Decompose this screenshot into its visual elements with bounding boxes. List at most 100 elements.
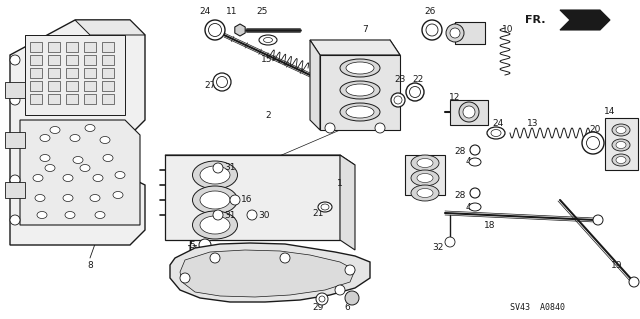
Text: 26: 26 [424, 8, 436, 17]
Text: 28: 28 [454, 147, 466, 157]
Ellipse shape [318, 202, 332, 212]
Text: 29: 29 [312, 302, 324, 311]
Circle shape [280, 253, 290, 263]
Circle shape [593, 215, 603, 225]
Ellipse shape [95, 211, 105, 219]
Ellipse shape [411, 170, 439, 186]
Ellipse shape [113, 191, 123, 198]
Text: 31: 31 [224, 211, 236, 219]
Bar [30, 81, 42, 91]
Circle shape [445, 237, 455, 247]
Ellipse shape [411, 155, 439, 171]
Ellipse shape [37, 211, 47, 219]
Bar [84, 55, 96, 65]
Polygon shape [180, 250, 355, 297]
Bar [48, 68, 60, 78]
Circle shape [247, 210, 257, 220]
Circle shape [629, 277, 639, 287]
Text: 13: 13 [527, 118, 539, 128]
Text: 31: 31 [224, 164, 236, 173]
Ellipse shape [417, 174, 433, 182]
Bar [84, 94, 96, 104]
Ellipse shape [115, 172, 125, 179]
Ellipse shape [394, 96, 402, 104]
Ellipse shape [193, 211, 237, 239]
Polygon shape [320, 55, 400, 130]
Ellipse shape [470, 145, 480, 155]
Polygon shape [20, 120, 140, 225]
Bar [66, 55, 78, 65]
Circle shape [345, 265, 355, 275]
Ellipse shape [200, 191, 230, 209]
Text: 27: 27 [204, 80, 216, 90]
Ellipse shape [417, 159, 433, 167]
Bar [30, 55, 42, 65]
Ellipse shape [264, 38, 273, 42]
Ellipse shape [100, 137, 110, 144]
Circle shape [10, 135, 20, 145]
Ellipse shape [193, 186, 237, 214]
Ellipse shape [65, 211, 75, 219]
Ellipse shape [340, 103, 380, 121]
Ellipse shape [205, 20, 225, 40]
Text: 24: 24 [492, 118, 504, 128]
Ellipse shape [259, 35, 277, 45]
Bar [102, 81, 114, 91]
Ellipse shape [426, 24, 438, 36]
Circle shape [230, 195, 240, 205]
Ellipse shape [50, 127, 60, 133]
Bar [48, 94, 60, 104]
Bar [5, 182, 25, 198]
Circle shape [319, 296, 325, 302]
Text: 7: 7 [362, 26, 368, 34]
Text: 10: 10 [502, 26, 514, 34]
Ellipse shape [216, 77, 227, 87]
Bar [84, 68, 96, 78]
Ellipse shape [40, 154, 50, 161]
Text: 4: 4 [465, 204, 471, 212]
Bar [30, 42, 42, 52]
Circle shape [213, 210, 223, 220]
Ellipse shape [321, 204, 329, 210]
Ellipse shape [200, 216, 230, 234]
Polygon shape [605, 118, 638, 170]
Circle shape [10, 95, 20, 105]
Circle shape [345, 291, 359, 305]
Ellipse shape [40, 135, 50, 142]
Ellipse shape [346, 84, 374, 96]
Ellipse shape [616, 127, 626, 133]
Text: 5: 5 [189, 241, 195, 249]
Ellipse shape [103, 154, 113, 161]
Polygon shape [235, 24, 245, 36]
Ellipse shape [470, 188, 480, 198]
Circle shape [316, 293, 328, 305]
Ellipse shape [491, 130, 501, 137]
Circle shape [10, 55, 20, 65]
Polygon shape [165, 155, 340, 240]
Circle shape [335, 285, 345, 295]
Polygon shape [310, 40, 400, 55]
Ellipse shape [35, 195, 45, 202]
Text: 3: 3 [407, 160, 413, 169]
Text: 23: 23 [394, 76, 406, 85]
Ellipse shape [391, 93, 405, 107]
Ellipse shape [616, 142, 626, 149]
Ellipse shape [582, 132, 604, 154]
Text: 6: 6 [344, 302, 350, 311]
Ellipse shape [85, 124, 95, 131]
Ellipse shape [70, 135, 80, 142]
Ellipse shape [411, 185, 439, 201]
Bar [66, 42, 78, 52]
Circle shape [53, 48, 97, 92]
Ellipse shape [346, 62, 374, 74]
Ellipse shape [340, 59, 380, 77]
Ellipse shape [63, 174, 73, 182]
Text: 1: 1 [337, 179, 343, 188]
Ellipse shape [63, 195, 73, 202]
Ellipse shape [73, 157, 83, 164]
Circle shape [375, 123, 385, 133]
Ellipse shape [45, 165, 55, 172]
Bar [5, 132, 25, 148]
Bar [84, 81, 96, 91]
Text: 24: 24 [200, 8, 211, 17]
